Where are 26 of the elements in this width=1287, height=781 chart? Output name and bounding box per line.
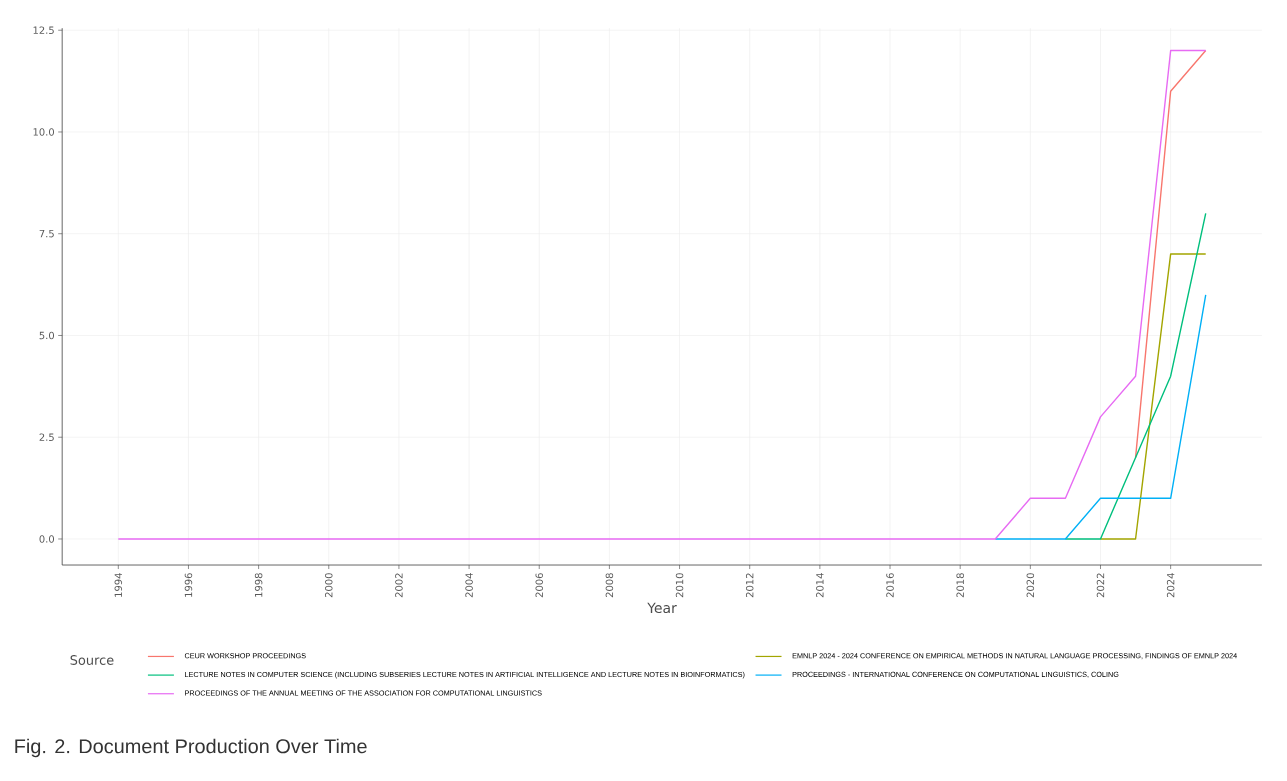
- x-tick-label: 2012: [745, 573, 754, 598]
- x-tick-label: 2016: [886, 573, 894, 598]
- y-tick-label: 7.5: [39, 229, 54, 238]
- y-tick-label: 12.5: [33, 26, 54, 34]
- legend-title: Source: [70, 655, 114, 665]
- x-tick-label: 2008: [605, 573, 614, 598]
- x-tick-label: 2022: [1096, 573, 1105, 598]
- caption: Fig. 2. Document Production Over Time: [15, 738, 367, 758]
- x-tick-label: 1996: [184, 573, 193, 597]
- x-tick-label: 2024: [1166, 573, 1175, 598]
- x-tick-label: 2006: [535, 573, 544, 598]
- x-tick-label: 2014: [816, 573, 824, 598]
- x-tick-label: 2020: [1026, 573, 1035, 598]
- x-tick-label: 1994: [114, 573, 123, 597]
- x-tick-label: 2004: [465, 573, 473, 598]
- y-tick-label: 5.0: [39, 331, 55, 340]
- x-tick-label: 1998: [254, 573, 263, 597]
- x-tick-label: 2000: [325, 573, 333, 598]
- x-tick-label: 2002: [395, 573, 403, 598]
- y-tick-label: 2.5: [39, 433, 54, 441]
- x-tick-label: 2018: [956, 573, 964, 598]
- y-tick-label: 0.0: [39, 535, 55, 543]
- x-tick-label: 2010: [675, 573, 684, 598]
- line-series: [117, 49, 1207, 540]
- y-tick-label: 10.0: [33, 128, 55, 136]
- x-axis-title: Year: [647, 602, 677, 614]
